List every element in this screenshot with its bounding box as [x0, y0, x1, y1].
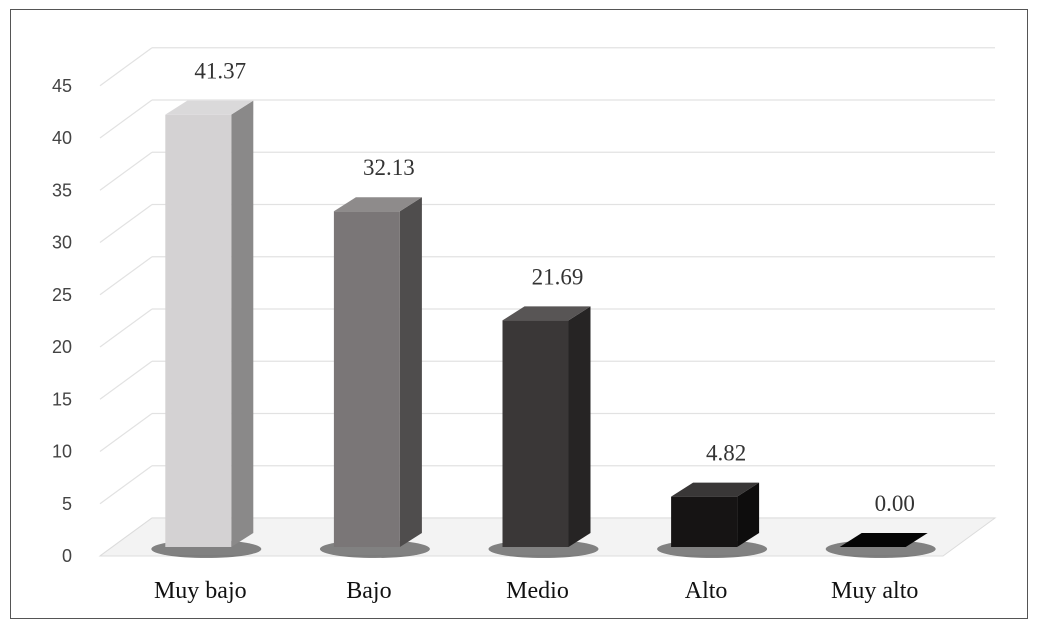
- bar: [333, 197, 422, 547]
- data-label: 41.37: [194, 59, 246, 84]
- bar-top: [671, 482, 760, 497]
- y-tick-label: 10: [52, 442, 72, 462]
- data-label: 32.13: [363, 155, 415, 180]
- category-labels: Muy bajo Bajo Medio Alto Muy alto: [154, 578, 918, 604]
- bar-front: [502, 320, 569, 547]
- data-label: 4.82: [706, 441, 746, 466]
- data-labels: 41.37 32.13 21.69 4.82 0.00: [194, 59, 914, 516]
- gridline-diagonal: [99, 151, 153, 191]
- bar: [502, 306, 591, 547]
- gridline-diagonal: [99, 99, 153, 139]
- data-label: 21.69: [532, 264, 584, 289]
- bar-top: [839, 533, 928, 547]
- y-tick-label: 30: [52, 233, 72, 253]
- gridline-diagonal: [99, 308, 153, 348]
- y-tick-label: 35: [52, 180, 72, 200]
- y-tick-label: 25: [52, 285, 72, 305]
- y-tick-label: 0: [62, 546, 72, 566]
- y-axis-ticks: 0 5 10 15 20 25 30 35 40 45: [52, 76, 72, 566]
- y-tick-label: 5: [62, 494, 72, 514]
- bar-top: [502, 306, 591, 321]
- bar-top: [165, 100, 254, 115]
- y-tick-label: 40: [52, 128, 72, 148]
- gridline-diagonal: [99, 465, 153, 505]
- bar-side: [231, 100, 254, 547]
- bar-side: [568, 306, 591, 547]
- bar-top: [333, 197, 422, 212]
- data-label: 0.00: [875, 491, 915, 516]
- bar-side: [399, 197, 422, 547]
- bar-front: [671, 496, 738, 547]
- bar-front: [333, 211, 400, 547]
- gridline-diagonal: [99, 204, 153, 243]
- bar-front: [165, 114, 232, 547]
- y-tick-label: 20: [52, 337, 72, 357]
- gridline-diagonal: [99, 47, 153, 87]
- bar-side: [737, 482, 760, 547]
- bar: [671, 482, 760, 547]
- y-tick-label: 45: [52, 76, 72, 96]
- side-wall: [100, 47, 152, 556]
- category-label: Medio: [506, 578, 569, 604]
- bars: [151, 100, 936, 558]
- gridline-diagonal: [99, 360, 153, 400]
- y-tick-label: 15: [52, 389, 72, 409]
- bar: [165, 100, 254, 547]
- gridline-diagonal: [99, 413, 153, 452]
- bar: [839, 533, 928, 547]
- category-label: Alto: [685, 578, 728, 604]
- category-label: Bajo: [346, 578, 391, 604]
- category-label: Muy alto: [831, 578, 918, 604]
- gridline-diagonal: [99, 256, 153, 296]
- category-label: Muy bajo: [154, 578, 247, 604]
